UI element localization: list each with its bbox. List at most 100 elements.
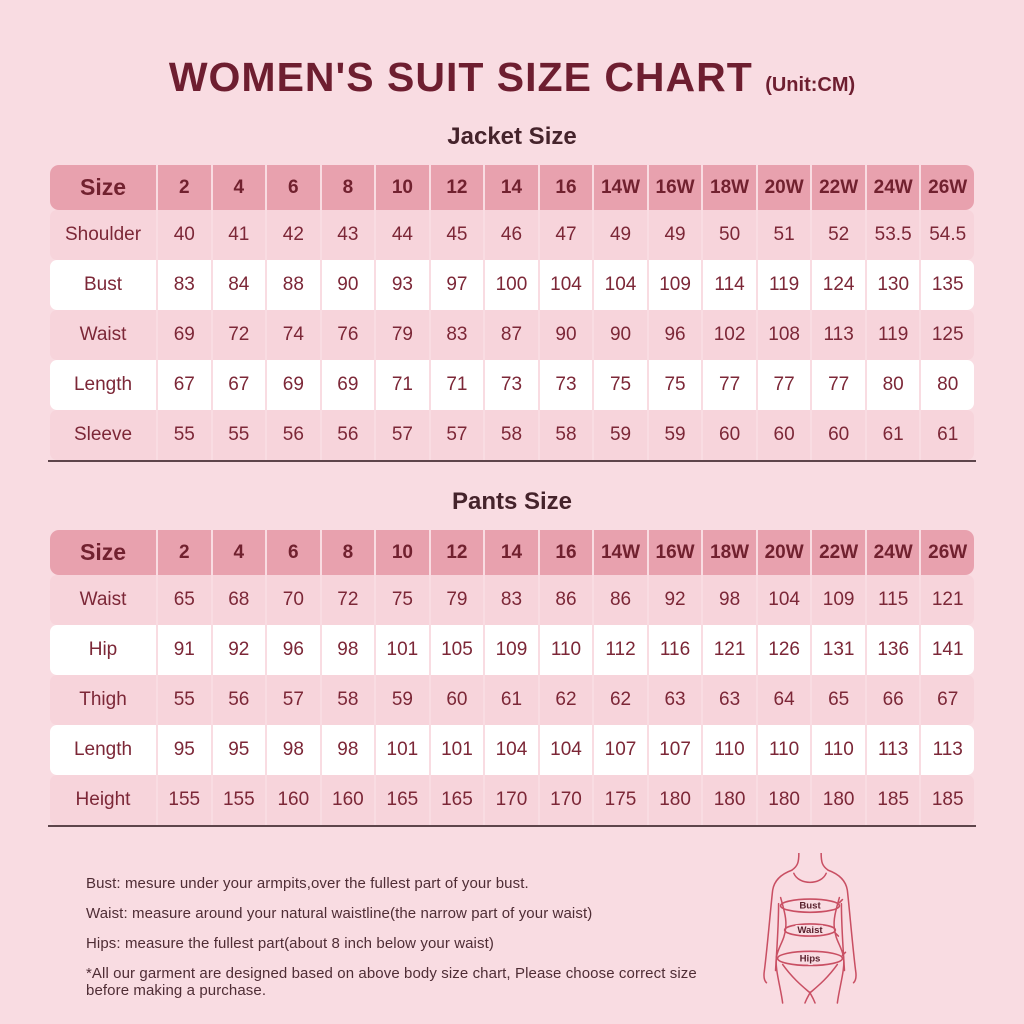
value-cell: 49 <box>594 210 647 260</box>
value-cell: 90 <box>539 310 593 360</box>
value-cell: 86 <box>594 575 647 625</box>
value-cell: 83 <box>158 260 211 310</box>
value-cell: 73 <box>539 360 593 410</box>
value-cell: 58 <box>321 675 375 725</box>
size-header-26w: 26W <box>921 165 974 210</box>
note-line: Hips: measure the fullest part(about 8 i… <box>86 935 494 952</box>
size-header-6: 6 <box>267 530 320 575</box>
value-cell: 56 <box>212 675 266 725</box>
value-cell: 57 <box>267 675 320 725</box>
value-cell: 101 <box>376 725 429 775</box>
value-cell: 104 <box>594 260 647 310</box>
notes-list: Bust: mesure under your armpits,over the… <box>86 853 744 1012</box>
value-cell: 141 <box>921 625 974 675</box>
value-cell: 71 <box>430 360 484 410</box>
size-header-4: 4 <box>212 530 266 575</box>
value-cell: 126 <box>757 625 811 675</box>
value-cell: 160 <box>267 775 320 825</box>
value-cell: 100 <box>485 260 538 310</box>
value-cell: 56 <box>267 410 320 460</box>
value-cell: 75 <box>594 360 647 410</box>
value-cell: 67 <box>212 360 266 410</box>
value-cell: 124 <box>812 260 865 310</box>
value-cell: 107 <box>594 725 647 775</box>
value-cell: 67 <box>158 360 211 410</box>
size-header-24w: 24W <box>866 165 920 210</box>
value-cell: 119 <box>757 260 811 310</box>
value-cell: 64 <box>757 675 811 725</box>
value-cell: 97 <box>430 260 484 310</box>
value-cell: 69 <box>321 360 375 410</box>
value-cell: 109 <box>648 260 702 310</box>
size-header-12: 12 <box>430 530 484 575</box>
value-cell: 116 <box>648 625 702 675</box>
value-cell: 72 <box>321 575 375 625</box>
value-cell: 155 <box>212 775 266 825</box>
size-header-18w: 18W <box>703 530 756 575</box>
size-header-14: 14 <box>485 530 538 575</box>
value-cell: 55 <box>212 410 266 460</box>
value-cell: 105 <box>430 625 484 675</box>
value-cell: 113 <box>812 310 865 360</box>
value-cell: 63 <box>703 675 756 725</box>
value-cell: 54.5 <box>921 210 974 260</box>
value-cell: 88 <box>267 260 320 310</box>
row-label: Hip <box>50 625 156 675</box>
value-cell: 77 <box>757 360 811 410</box>
jacket-size-heading: Jacket Size <box>447 123 577 150</box>
value-cell: 71 <box>376 360 429 410</box>
value-cell: 109 <box>485 625 538 675</box>
value-cell: 121 <box>921 575 974 625</box>
value-cell: 72 <box>212 310 266 360</box>
value-cell: 61 <box>485 675 538 725</box>
row-label: Sleeve <box>50 410 156 460</box>
value-cell: 104 <box>539 725 593 775</box>
value-cell: 86 <box>539 575 593 625</box>
value-cell: 180 <box>757 775 811 825</box>
value-cell: 98 <box>703 575 756 625</box>
row-label: Waist <box>50 310 156 360</box>
size-header-12: 12 <box>430 165 484 210</box>
value-cell: 83 <box>430 310 484 360</box>
value-cell: 80 <box>921 360 974 410</box>
size-header-22w: 22W <box>812 530 865 575</box>
value-cell: 58 <box>485 410 538 460</box>
value-cell: 77 <box>703 360 756 410</box>
value-cell: 93 <box>376 260 429 310</box>
value-cell: 98 <box>267 725 320 775</box>
value-cell: 90 <box>594 310 647 360</box>
value-cell: 44 <box>376 210 429 260</box>
size-header-20w: 20W <box>757 530 811 575</box>
note-line: *All our garment are designed based on a… <box>86 965 697 999</box>
size-header-10: 10 <box>376 165 429 210</box>
value-cell: 53.5 <box>866 210 920 260</box>
value-cell: 47 <box>539 210 593 260</box>
value-cell: 130 <box>866 260 920 310</box>
size-header-14w: 14W <box>594 530 647 575</box>
value-cell: 61 <box>921 410 974 460</box>
value-cell: 41 <box>212 210 266 260</box>
value-cell: 185 <box>921 775 974 825</box>
value-cell: 180 <box>703 775 756 825</box>
value-cell: 59 <box>648 410 702 460</box>
note-line: Bust: mesure under your armpits,over the… <box>86 875 529 892</box>
body-figure-illustration: Bust Waist Hips <box>763 853 857 1004</box>
jacket-size-table: Size 2 4 6 8 10 12 14 16 14W 16W 18W 20W 22W 24W 26W Sho… <box>48 165 976 462</box>
header-row: Size 2 4 6 8 10 12 14 16 14W 16W 18W 20W 22W 24W 26W <box>50 165 974 210</box>
size-column-header: Size <box>50 165 156 210</box>
size-header-8: 8 <box>321 530 375 575</box>
row-label: Bust <box>50 260 156 310</box>
value-cell: 104 <box>757 575 811 625</box>
size-header-4: 4 <box>212 165 266 210</box>
size-header-6: 6 <box>267 165 320 210</box>
measurement-row-hip: Hip 91 92 96 98 101 105 109 110 112 116 121 126 131 13… <box>50 625 974 675</box>
value-cell: 95 <box>212 725 266 775</box>
figure-label-bust: Bust <box>799 901 821 912</box>
value-cell: 42 <box>267 210 320 260</box>
value-cell: 69 <box>158 310 211 360</box>
size-header-14w: 14W <box>594 165 647 210</box>
value-cell: 79 <box>376 310 429 360</box>
value-cell: 155 <box>158 775 211 825</box>
value-cell: 83 <box>485 575 538 625</box>
